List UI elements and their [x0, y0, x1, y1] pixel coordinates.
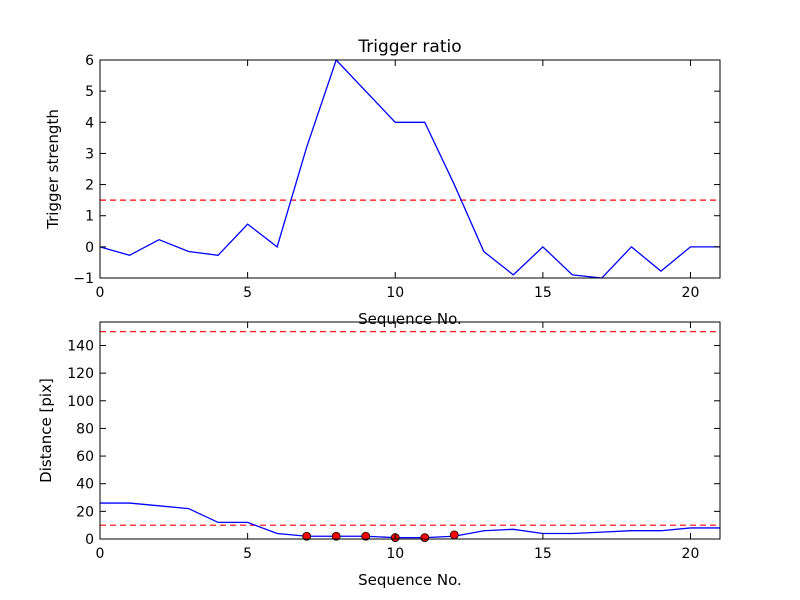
y-tick-label: 20 [76, 504, 94, 520]
y-tick-label: 3 [85, 146, 94, 162]
axes-frame [99, 321, 721, 540]
x-tick-label: 0 [96, 546, 105, 562]
x-tick-label: 20 [682, 546, 700, 562]
x-tick-label: 10 [386, 285, 404, 301]
data-point [420, 533, 430, 543]
x-tick-label: 15 [534, 285, 552, 301]
axes-frame [99, 59, 721, 279]
x-tick-label: 10 [386, 546, 404, 562]
x-axis-label: Sequence No. [358, 310, 462, 328]
y-tick-label: 5 [85, 84, 94, 100]
y-tick-label: 2 [85, 178, 94, 194]
chart-trigger-ratio: Trigger ratio Sequence No. Trigger stren… [44, 37, 721, 328]
chart-title: Trigger ratio [357, 37, 461, 57]
plot-area: 0 5 10 15 20 0 20 40 60 80 100 120 140 [67, 321, 721, 562]
y-tick-label: 1 [85, 209, 94, 225]
y-tick-label: 120 [67, 366, 94, 382]
y-tick-label: 4 [85, 115, 94, 131]
x-tick-label: 20 [682, 285, 700, 301]
y-tick-label: 6 [85, 53, 94, 69]
y-tick-label: 0 [85, 532, 94, 548]
y-tick-label: 140 [67, 338, 94, 354]
y-tick-label: −1 [73, 271, 94, 287]
data-point [331, 531, 341, 541]
x-tick-label: 15 [534, 546, 552, 562]
y-tick-label: 60 [76, 449, 94, 465]
y-axis-label: Distance [pix] [37, 378, 55, 483]
x-axis-label: Sequence No. [358, 571, 462, 589]
data-point [302, 531, 312, 541]
data-point [449, 530, 459, 540]
y-axis-label: Trigger strength [44, 109, 62, 230]
y-tick-label: 80 [76, 421, 94, 437]
data-point [361, 531, 371, 541]
y-tick-label: 40 [76, 477, 94, 493]
y-tick-label: 100 [67, 394, 94, 410]
x-tick-label: 5 [243, 285, 252, 301]
x-tick-label: 0 [96, 285, 105, 301]
y-tick-label: 0 [85, 240, 94, 256]
series-line [99, 58, 720, 279]
series-line [100, 502, 720, 539]
x-tick-label: 5 [243, 546, 252, 562]
chart-distance: Sequence No. Distance [pix] 0 5 10 15 20 0 20 4… [37, 321, 721, 589]
